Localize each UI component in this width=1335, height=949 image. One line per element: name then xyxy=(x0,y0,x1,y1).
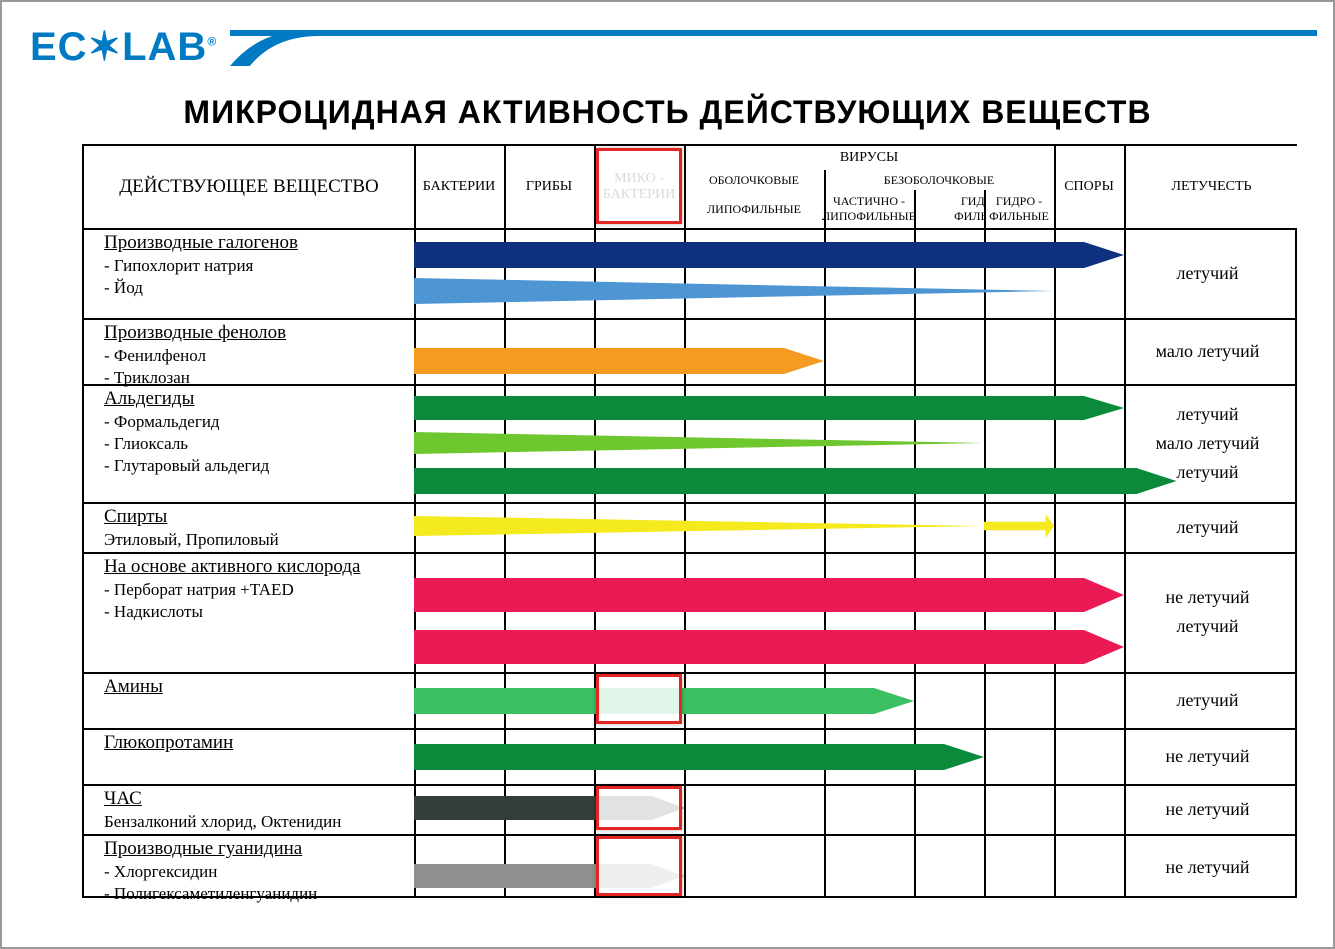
header: EC✶LAB® xyxy=(10,10,1325,70)
activity-arrow xyxy=(984,514,1054,538)
volatility-label: мало летучий xyxy=(1156,337,1260,366)
header-swoosh xyxy=(230,30,1317,66)
substance-item: - Глиоксаль xyxy=(104,434,402,454)
substance-item: - Хлоргексидин xyxy=(104,862,402,882)
column-header: ЧАСТИЧНО - ЛИПОФИЛЬНЫЕ xyxy=(824,190,914,228)
column-header: ГРИБЫ xyxy=(504,146,594,228)
column-header: ВИРУСЫ xyxy=(684,146,1054,170)
substance-item: Этиловый, Пропиловый xyxy=(104,530,402,550)
column-header: ЛИПОФИЛЬНЫЕ xyxy=(684,190,824,228)
substance-item: - Формальдегид xyxy=(104,412,402,432)
page: EC✶LAB® МИКРОЦИДНАЯ АКТИВНОСТЬ ДЕЙСТВУЮЩ… xyxy=(0,0,1335,949)
category-label: Альдегиды xyxy=(104,388,402,410)
page-title: МИКРОЦИДНАЯ АКТИВНОСТЬ ДЕЙСТВУЮЩИХ ВЕЩЕС… xyxy=(2,94,1333,131)
volatility-label: летучий xyxy=(1177,612,1239,641)
activity-arrow xyxy=(414,468,1177,494)
volatility-cell-alcohols: летучий xyxy=(1120,502,1295,552)
volatility-label: не летучий xyxy=(1165,853,1249,882)
column-header: ОБОЛОЧКОВЫЕ xyxy=(684,170,824,190)
activity-arrow xyxy=(414,348,824,374)
volatility-label: не летучий xyxy=(1165,742,1249,771)
column-header: СПОРЫ xyxy=(1054,146,1124,228)
substance-cell-oxygen: На основе активного кислорода- Перборат … xyxy=(84,552,414,672)
activity-arrow xyxy=(414,688,914,714)
logo-star-icon: ✶ xyxy=(88,25,123,69)
volatility-cell-glucoprotamine: не летучий xyxy=(1120,728,1295,784)
category-label: Глюкопротамин xyxy=(104,732,402,754)
substance-item: - Глутаровый альдегид xyxy=(104,456,402,476)
column-header: ДЕЙСТВУЮЩЕЕ ВЕЩЕСТВО xyxy=(84,146,414,228)
volatility-label: летучий xyxy=(1177,458,1239,487)
substance-item: - Йод xyxy=(104,278,402,298)
category-label: На основе активного кислорода xyxy=(104,556,402,578)
category-label: ЧАС xyxy=(104,788,402,810)
category-label: Производные фенолов xyxy=(104,322,402,344)
activity-arrow xyxy=(414,744,984,770)
volatility-label: летучий xyxy=(1177,400,1239,429)
substance-item: Бензалконий хлорид, Октенидин xyxy=(104,812,402,832)
substance-cell-glucoprotamine: Глюкопротамин xyxy=(84,728,414,784)
category-label: Спирты xyxy=(104,506,402,528)
activity-arrow xyxy=(414,578,1124,612)
activity-arrow xyxy=(414,242,1124,268)
column-header: ЛЕТУЧЕСТЬ xyxy=(1124,146,1299,228)
volatility-label: мало летучий xyxy=(1156,429,1260,458)
activity-arrow xyxy=(414,516,984,536)
column-header: МИКО - БАКТЕРИИ xyxy=(594,146,684,228)
activity-arrow xyxy=(414,630,1124,664)
substance-item: - Полигексаметиленгуанидин xyxy=(104,884,402,904)
category-label: Амины xyxy=(104,676,402,698)
substance-item: - Перборат натрия +TAED xyxy=(104,580,402,600)
column-header: БАКТЕРИИ xyxy=(414,146,504,228)
volatility-cell-phenols: мало летучий xyxy=(1120,318,1295,384)
substance-cell-aldehydes: Альдегиды- Формальдегид- Глиоксаль- Глут… xyxy=(84,384,414,502)
volatility-label: летучий xyxy=(1177,259,1239,288)
volatility-cell-amines: летучий xyxy=(1120,672,1295,728)
volatility-label: летучий xyxy=(1177,513,1239,542)
activity-arrow xyxy=(414,432,984,454)
substance-item: - Гипохлорит натрия xyxy=(104,256,402,276)
logo: EC✶LAB® xyxy=(30,24,217,70)
volatility-label: не летучий xyxy=(1165,583,1249,612)
category-label: Производные галогенов xyxy=(104,232,402,254)
activity-arrow xyxy=(414,864,684,888)
volatility-cell-oxygen: не летучийлетучий xyxy=(1120,552,1295,672)
activity-arrow xyxy=(414,278,1054,304)
substance-item: - Надкислоты xyxy=(104,602,402,622)
column-header: ГИДРО - ФИЛЬНЫЕ xyxy=(984,190,1054,228)
substance-cell-guanidines: Производные гуанидина- Хлоргексидин- Пол… xyxy=(84,834,414,900)
substance-cell-halogens: Производные галогенов- Гипохлорит натрия… xyxy=(84,228,414,318)
column-header: БЕЗОБОЛОЧКОВЫЕ xyxy=(824,170,1054,190)
volatility-cell-guanidines: не летучий xyxy=(1120,834,1295,900)
category-label: Производные гуанидина xyxy=(104,838,402,860)
volatility-label: летучий xyxy=(1177,686,1239,715)
volatility-label: не летучий xyxy=(1165,795,1249,824)
logo-registered-icon: ® xyxy=(207,35,217,49)
substance-cell-phenols: Производные фенолов- Фенилфенол- Триклоз… xyxy=(84,318,414,384)
activity-arrow xyxy=(414,796,684,820)
substance-cell-amines: Амины xyxy=(84,672,414,728)
substance-cell-qac: ЧАСБензалконий хлорид, Октенидин xyxy=(84,784,414,834)
logo-text-2: LAB xyxy=(122,25,207,69)
volatility-cell-halogens: летучий xyxy=(1120,228,1295,318)
substance-cell-alcohols: СпиртыЭтиловый, Пропиловый xyxy=(84,502,414,552)
activity-arrow xyxy=(414,396,1124,420)
volatility-cell-qac: не летучий xyxy=(1120,784,1295,834)
substance-item: - Фенилфенол xyxy=(104,346,402,366)
activity-table: ДЕЙСТВУЮЩЕЕ ВЕЩЕСТВОБАКТЕРИИГРИБЫМИКО - … xyxy=(82,144,1297,898)
logo-text-1: EC xyxy=(30,25,88,69)
